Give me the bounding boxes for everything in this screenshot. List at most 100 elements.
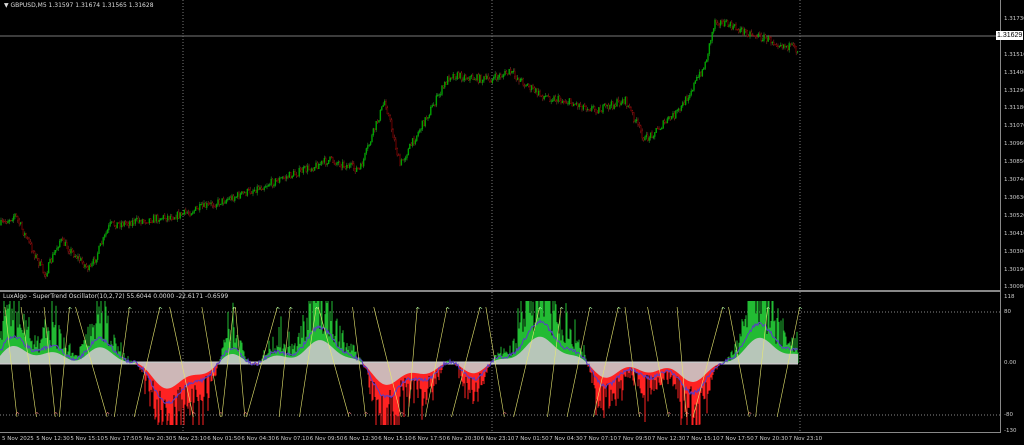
candle <box>549 96 551 102</box>
candle <box>260 187 263 190</box>
trend-marker: ^ <box>747 412 752 419</box>
candle <box>607 104 610 110</box>
candle <box>122 222 124 226</box>
candle <box>362 159 365 167</box>
candle <box>571 103 573 107</box>
candle <box>465 75 467 79</box>
candle <box>567 103 569 105</box>
candle <box>353 163 355 169</box>
price-axis-label: 1.31730 <box>1004 16 1024 22</box>
candle <box>218 199 221 205</box>
candle <box>35 254 37 258</box>
candle <box>113 221 116 226</box>
candle <box>630 107 632 111</box>
candle <box>616 99 618 107</box>
candle <box>605 104 607 107</box>
candle <box>105 233 107 236</box>
trend-marker: ^ <box>616 307 621 314</box>
trend-marker: ^ <box>218 412 223 419</box>
candle <box>108 225 110 231</box>
signal-line <box>0 318 799 405</box>
candle <box>215 204 218 208</box>
candle <box>742 27 744 35</box>
candle <box>116 222 118 229</box>
candle <box>162 215 165 219</box>
candle <box>354 168 356 172</box>
candle <box>365 148 368 154</box>
candle <box>735 24 737 30</box>
candle <box>532 85 534 88</box>
candle <box>774 44 776 46</box>
candle <box>480 74 482 83</box>
price-chart[interactable] <box>0 0 1000 290</box>
candle <box>484 76 487 79</box>
candle <box>25 233 27 238</box>
candle <box>3 220 5 222</box>
candle <box>477 74 480 83</box>
candle <box>316 162 319 170</box>
candle <box>588 109 590 111</box>
trend-line <box>133 306 161 418</box>
candle <box>400 159 403 166</box>
candle <box>250 192 253 194</box>
candle <box>371 134 373 143</box>
trend-marker: ^ <box>415 307 420 314</box>
candle <box>458 72 460 79</box>
candle <box>131 220 134 226</box>
candle <box>330 156 333 158</box>
candle <box>404 157 407 160</box>
candle <box>88 265 90 271</box>
candle <box>10 220 12 221</box>
candle <box>637 119 639 125</box>
candle <box>152 215 155 223</box>
candle <box>474 79 477 81</box>
candle <box>763 34 765 41</box>
candle <box>277 179 279 183</box>
time-axis-label: 7 Nov 09:50 <box>617 436 652 442</box>
candle <box>15 213 18 217</box>
candle <box>554 96 557 101</box>
candle <box>740 27 743 30</box>
candle <box>29 241 32 244</box>
candle <box>649 132 652 138</box>
candle <box>238 192 240 199</box>
candle <box>358 168 361 170</box>
candle <box>687 97 690 101</box>
candle <box>54 250 57 253</box>
candle <box>796 51 799 53</box>
candle <box>42 264 44 273</box>
candle <box>82 262 85 268</box>
candle <box>647 134 649 141</box>
candle <box>290 172 292 179</box>
candle <box>267 185 270 187</box>
candle <box>628 105 631 108</box>
panel-separator[interactable] <box>0 290 1000 292</box>
candle <box>472 75 474 80</box>
candle <box>392 129 394 138</box>
candle <box>101 243 103 245</box>
candle <box>294 171 296 175</box>
supertrend-oscillator-panel[interactable]: ^ ^ ^ ^ ^ ^ ^ ^ ^ ^ ^ ^ ^ ^ ^ ^ ^ ^ ^ ^ ^ ^ ^ ^ ^ ^ ^ ^ ^ ^ ^ ^ <box>0 292 1000 432</box>
candle <box>700 71 702 77</box>
time-axis-label: 6 Nov 20:30 <box>446 436 481 442</box>
candle <box>285 176 288 179</box>
candle <box>333 162 335 164</box>
trend-line <box>43 306 56 418</box>
candle <box>355 167 358 172</box>
candle <box>320 160 323 165</box>
trend-line <box>235 306 246 418</box>
candle <box>341 161 344 168</box>
candle <box>59 240 61 248</box>
candle <box>591 106 593 111</box>
candle <box>416 135 418 141</box>
trend-line <box>114 306 130 418</box>
candle <box>187 212 190 214</box>
price-axis-label: 1.30850 <box>1004 159 1024 165</box>
candle <box>204 202 207 208</box>
candle <box>753 35 755 37</box>
trend-marker: ^ <box>667 412 672 419</box>
candle <box>80 258 82 261</box>
candle <box>661 127 663 130</box>
candle <box>360 163 362 169</box>
candle <box>745 29 747 32</box>
